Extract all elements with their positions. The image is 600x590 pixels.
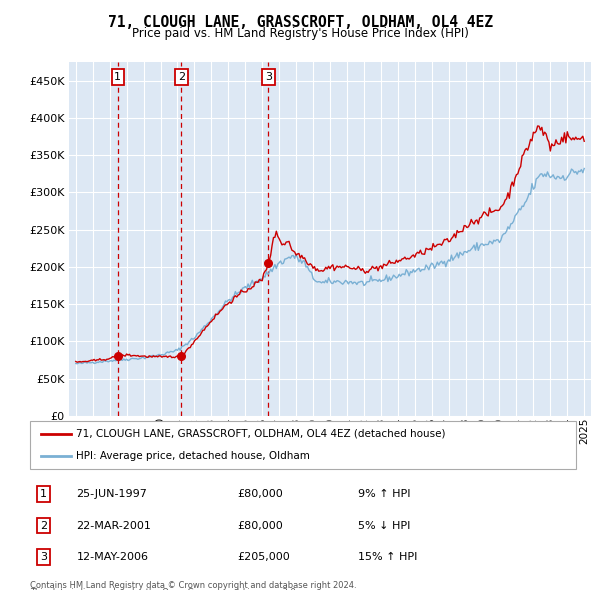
Text: 3: 3 xyxy=(265,72,272,82)
Text: HPI: Average price, detached house, Oldham: HPI: Average price, detached house, Oldh… xyxy=(76,451,310,461)
Text: £205,000: £205,000 xyxy=(238,552,290,562)
Text: 1: 1 xyxy=(115,72,121,82)
Text: 25-JUN-1997: 25-JUN-1997 xyxy=(76,489,147,499)
Text: 1: 1 xyxy=(40,489,47,499)
Text: 71, CLOUGH LANE, GRASSCROFT, OLDHAM, OL4 4EZ (detached house): 71, CLOUGH LANE, GRASSCROFT, OLDHAM, OL4… xyxy=(76,429,446,439)
Text: £80,000: £80,000 xyxy=(238,521,283,530)
Text: 3: 3 xyxy=(40,552,47,562)
Text: £80,000: £80,000 xyxy=(238,489,283,499)
Text: 15% ↑ HPI: 15% ↑ HPI xyxy=(358,552,417,562)
Text: Contains HM Land Registry data © Crown copyright and database right 2024.: Contains HM Land Registry data © Crown c… xyxy=(30,581,356,589)
Text: 71, CLOUGH LANE, GRASSCROFT, OLDHAM, OL4 4EZ: 71, CLOUGH LANE, GRASSCROFT, OLDHAM, OL4… xyxy=(107,15,493,30)
Text: 12-MAY-2006: 12-MAY-2006 xyxy=(76,552,148,562)
Text: This data is licensed under the Open Government Licence v3.0.: This data is licensed under the Open Gov… xyxy=(30,588,298,590)
Text: 2: 2 xyxy=(178,72,185,82)
Text: 2: 2 xyxy=(40,521,47,530)
Text: 5% ↓ HPI: 5% ↓ HPI xyxy=(358,521,410,530)
Text: Price paid vs. HM Land Registry's House Price Index (HPI): Price paid vs. HM Land Registry's House … xyxy=(131,27,469,40)
Text: 22-MAR-2001: 22-MAR-2001 xyxy=(76,521,151,530)
Text: 9% ↑ HPI: 9% ↑ HPI xyxy=(358,489,410,499)
FancyBboxPatch shape xyxy=(30,421,576,469)
